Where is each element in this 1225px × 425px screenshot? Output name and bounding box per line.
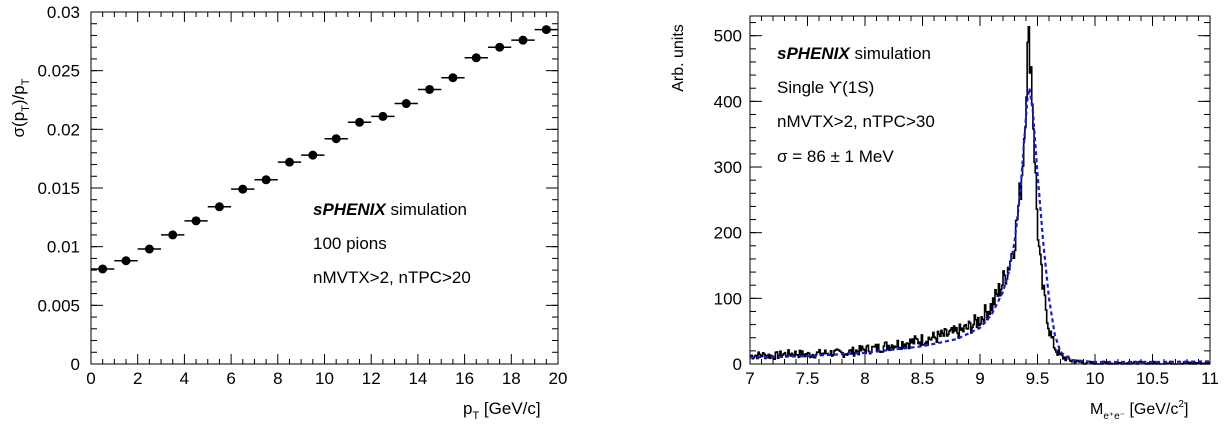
- left-data-point: [471, 53, 481, 63]
- left-y-tick-label: 0.02: [47, 120, 80, 139]
- left-annotation-particles: 100 pions: [313, 234, 387, 253]
- right-y-tick-label: 100: [714, 289, 742, 308]
- left-data-point: [238, 184, 248, 194]
- left-plot-frame: [90, 11, 559, 365]
- left-annotation-cuts: nMVTX>2, nTPC>20: [313, 268, 471, 287]
- left-x-ticks: 0 2 4 6 8 10 12 14 16 18 20: [86, 12, 567, 388]
- left-annotation-brand: sPHENIX simulation: [313, 200, 467, 219]
- right-panel: 7 7.5 8 8.5 9 9.5 10 10.5 11 0 100 200 300 400 500 Me…: [670, 15, 1219, 422]
- left-x-tick-label: 2: [133, 369, 142, 388]
- left-data-point: [355, 117, 365, 127]
- left-x-axis-label: pT [GeV/c]: [463, 399, 541, 422]
- left-data-point: [331, 134, 341, 144]
- right-x-tick-label: 7: [745, 369, 754, 388]
- right-y-tick-label: 400: [714, 92, 742, 111]
- left-data-point: [214, 202, 224, 212]
- right-annotation-resolution: σ = 86 ± 1 MeV: [777, 147, 894, 166]
- left-x-tick-label: 12: [362, 369, 381, 388]
- right-annotation-cuts: nMVTX>2, nTPC>30: [777, 112, 935, 131]
- right-y-tick-label: 300: [714, 158, 742, 177]
- left-y-tick-label: 0.005: [37, 296, 80, 315]
- left-data-point: [168, 230, 178, 240]
- left-data-point: [495, 42, 505, 52]
- left-x-tick-label: 4: [180, 369, 189, 388]
- right-x-tick-label: 11: [1201, 369, 1219, 388]
- right-plot-frame: [749, 15, 1211, 365]
- right-annotation-brand: sPHENIX simulation: [777, 44, 931, 63]
- left-data-point: [378, 111, 388, 121]
- left-x-tick-label: 10: [315, 369, 334, 388]
- left-data-point: [308, 150, 318, 160]
- right-y-tick-label: 500: [714, 27, 742, 46]
- left-data-point: [401, 99, 411, 109]
- left-x-tick-label: 16: [455, 369, 474, 388]
- right-y-axis-label: Arb. units: [670, 24, 687, 92]
- left-data-point: [261, 175, 271, 185]
- left-y-tick-label: 0.03: [47, 3, 80, 22]
- left-y-ticks: 0 0.005 0.01 0.015 0.02 0.025 0.03: [37, 3, 558, 374]
- right-x-axis-label: Me⁺e⁻ [GeV/c2]: [1090, 399, 1188, 422]
- right-x-tick-label: 9: [975, 369, 984, 388]
- right-y-ticks: 0 100 200 300 400 500: [714, 22, 1210, 374]
- right-series: [749, 25, 1211, 365]
- left-data-point: [284, 157, 294, 167]
- left-x-tick-label: 20: [549, 369, 568, 388]
- right-fit-curve: [749, 88, 1211, 364]
- left-data-point: [425, 84, 435, 94]
- right-x-ticks: 7 7.5 8 8.5 9 9.5 10 10.5 11: [745, 16, 1219, 388]
- left-x-tick-label: 18: [502, 369, 521, 388]
- left-panel: 0 2 4 6 8 10 12 14 16 18 20 0 0.005 0.01 0.015 0.02 0.0…: [9, 3, 567, 422]
- left-x-tick-label: 14: [408, 369, 427, 388]
- right-x-tick-label: 7.5: [796, 369, 820, 388]
- right-x-tick-label: 10.5: [1136, 369, 1169, 388]
- left-x-tick-label: 6: [226, 369, 235, 388]
- right-x-tick-label: 8: [860, 369, 869, 388]
- left-y-axis-label: σ(pT)/pT: [9, 78, 32, 137]
- right-x-tick-label: 10: [1086, 369, 1105, 388]
- left-y-tick-label: 0.015: [37, 179, 80, 198]
- right-y-tick-label: 200: [714, 224, 742, 243]
- left-data-point: [448, 73, 458, 83]
- left-y-tick-label: 0.025: [37, 62, 80, 81]
- right-y-tick-label: 0: [733, 355, 742, 374]
- left-y-tick-label: 0: [71, 355, 80, 374]
- left-data-point: [518, 35, 528, 45]
- left-data-points: [91, 25, 558, 274]
- left-x-tick-label: 8: [273, 369, 282, 388]
- right-histogram: [750, 25, 1210, 365]
- left-data-point: [541, 25, 551, 35]
- left-data-point: [191, 216, 201, 226]
- left-y-tick-label: 0.01: [47, 238, 80, 257]
- right-x-tick-label: 9.5: [1026, 369, 1050, 388]
- right-annotation-particle: Single ϒ(1S): [777, 78, 874, 97]
- left-data-point: [144, 244, 154, 254]
- right-x-tick-label: 8.5: [911, 369, 935, 388]
- left-data-point: [98, 264, 108, 274]
- left-x-tick-label: 0: [86, 369, 95, 388]
- left-data-point: [121, 256, 131, 266]
